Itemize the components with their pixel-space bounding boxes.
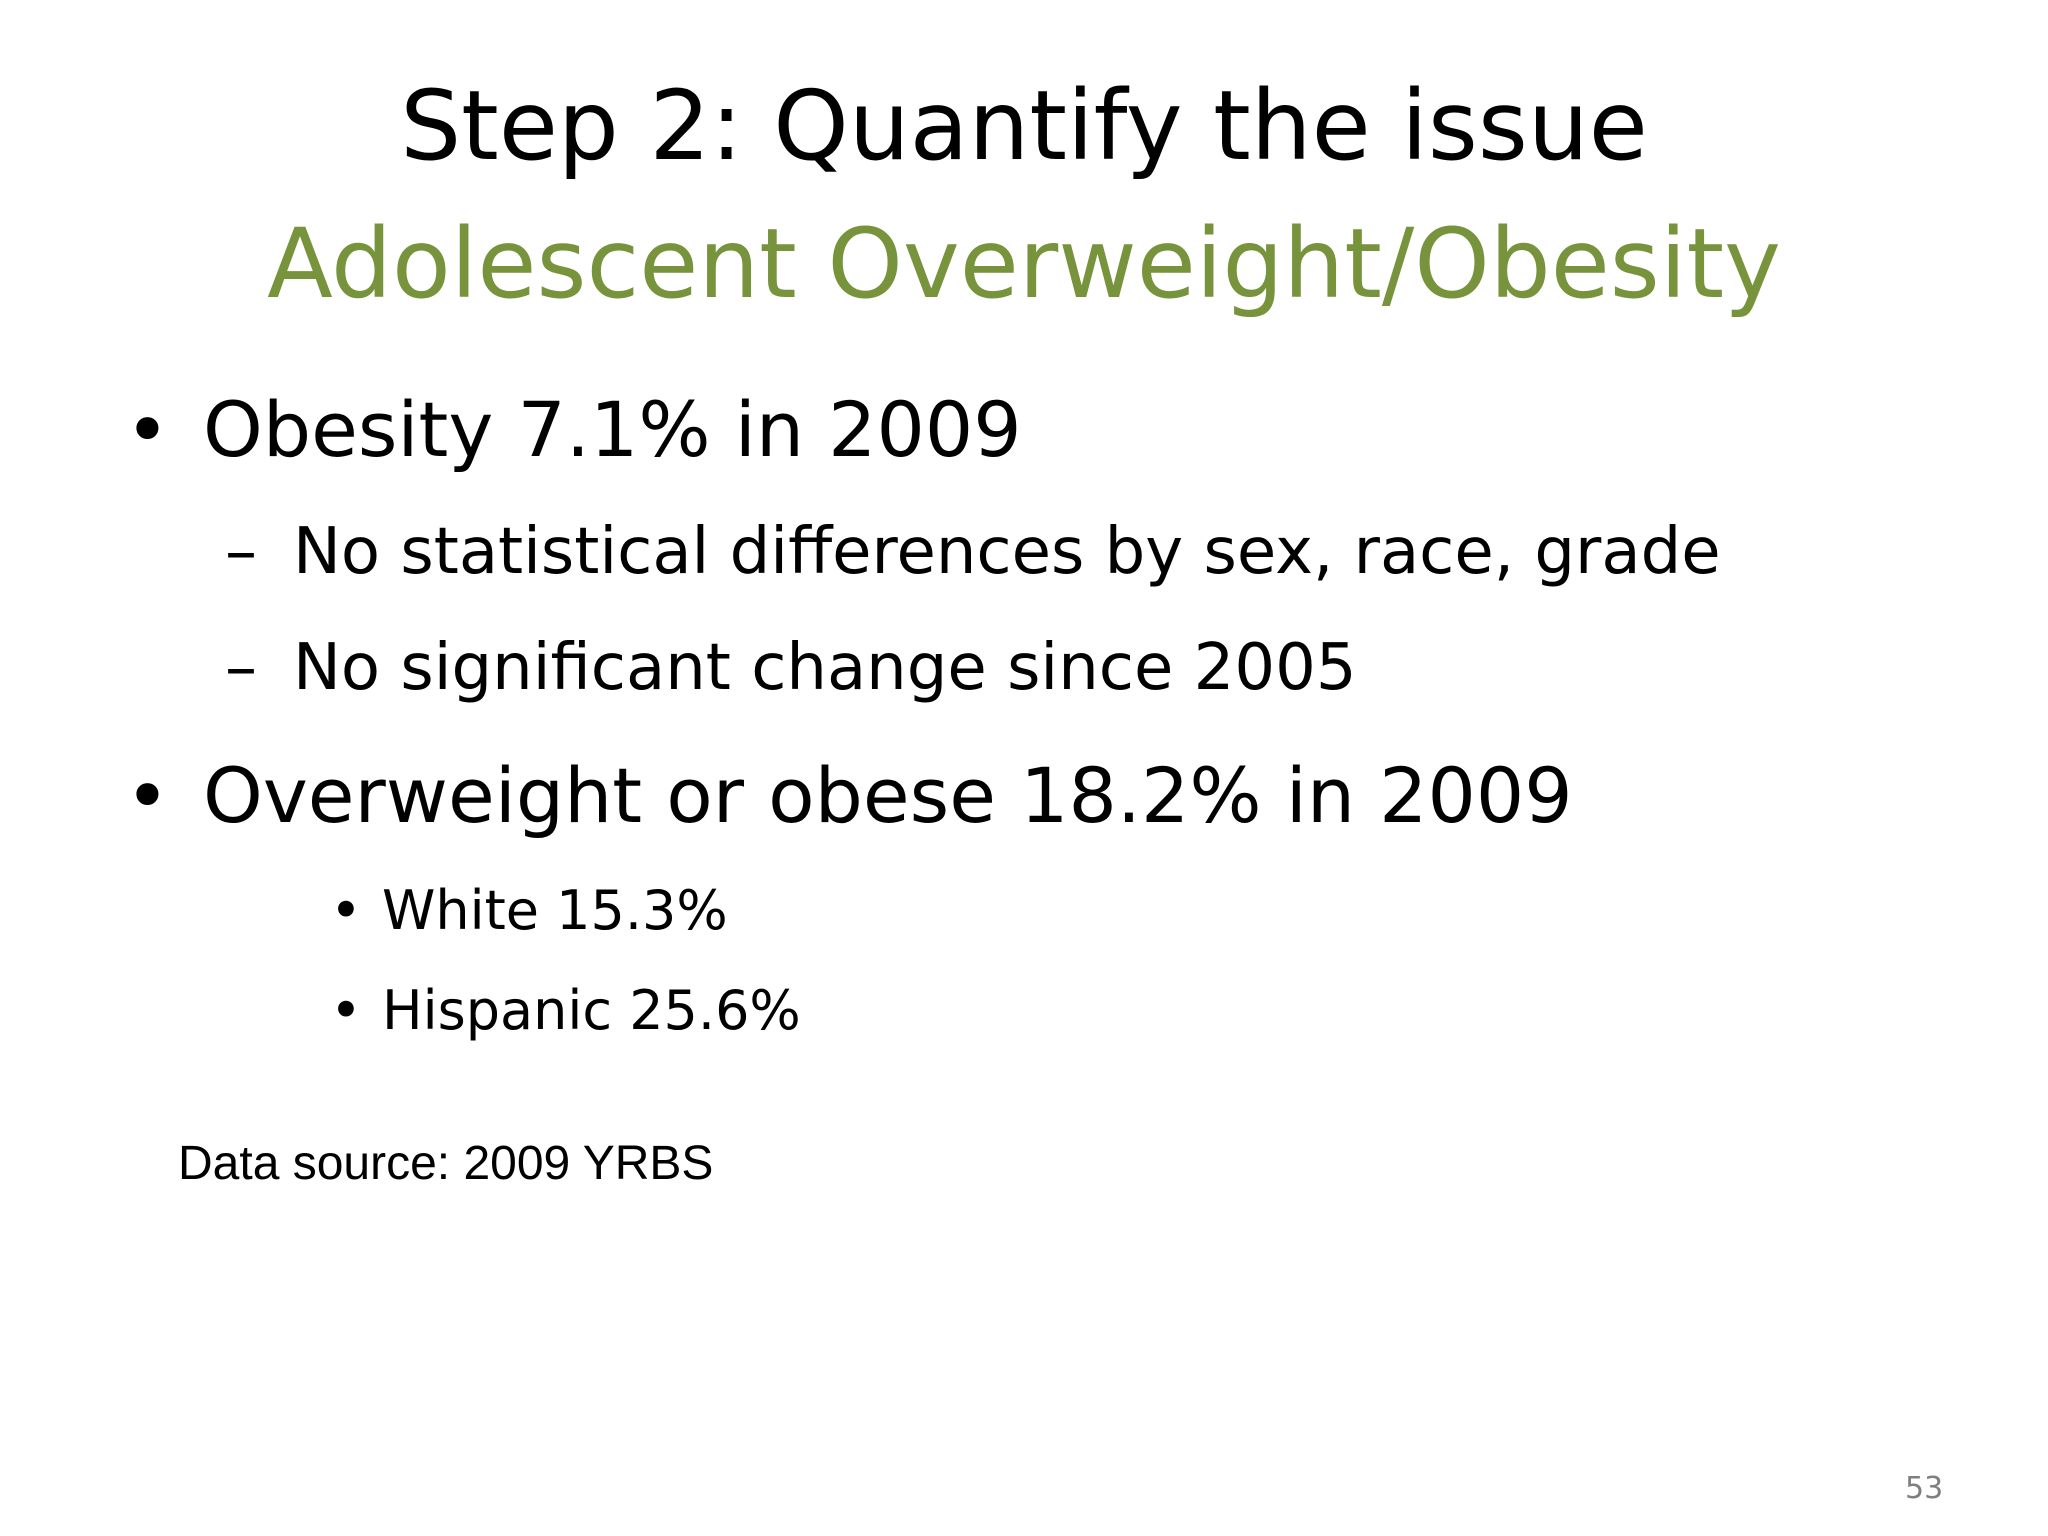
page-number: 53: [1905, 1471, 1944, 1506]
bullet-obesity: • Obesity 7.1% in 2009: [125, 392, 1825, 482]
subitem-text: Hispanic 25.6%: [382, 979, 801, 1042]
bullet-text: Overweight or obese 18.2% in 2009: [203, 751, 1573, 840]
dash-marker: –: [225, 631, 257, 705]
subitem-no-change: – No significant change since 2005: [225, 636, 1825, 716]
data-source-note: Data source: 2009 YRBS: [178, 1137, 714, 1190]
small-bullet-marker: •: [330, 879, 362, 942]
subitem-text: No significant change since 2005: [293, 631, 1357, 705]
subitem-hispanic: • Hispanic 25.6%: [330, 984, 1530, 1050]
subitem-text: White 15.3%: [382, 879, 728, 942]
small-bullet-marker: •: [330, 979, 362, 1042]
subitem-no-differences: – No statistical differences by sex, rac…: [225, 520, 1825, 600]
slide-subtitle: Adolescent Overweight/Obesity: [267, 208, 1781, 320]
bullet-overweight: • Overweight or obese 18.2% in 2009: [125, 758, 1825, 848]
bullet-marker: •: [125, 751, 170, 840]
subitem-white: • White 15.3%: [330, 884, 1530, 950]
bullet-text: Obesity 7.1% in 2009: [203, 385, 1022, 474]
slide-title: Step 2: Quantify the issue: [400, 70, 1648, 182]
subitem-text: No statistical differences by sex, race,…: [293, 515, 1721, 589]
dash-marker: –: [225, 515, 257, 589]
bullet-marker: •: [125, 385, 170, 474]
